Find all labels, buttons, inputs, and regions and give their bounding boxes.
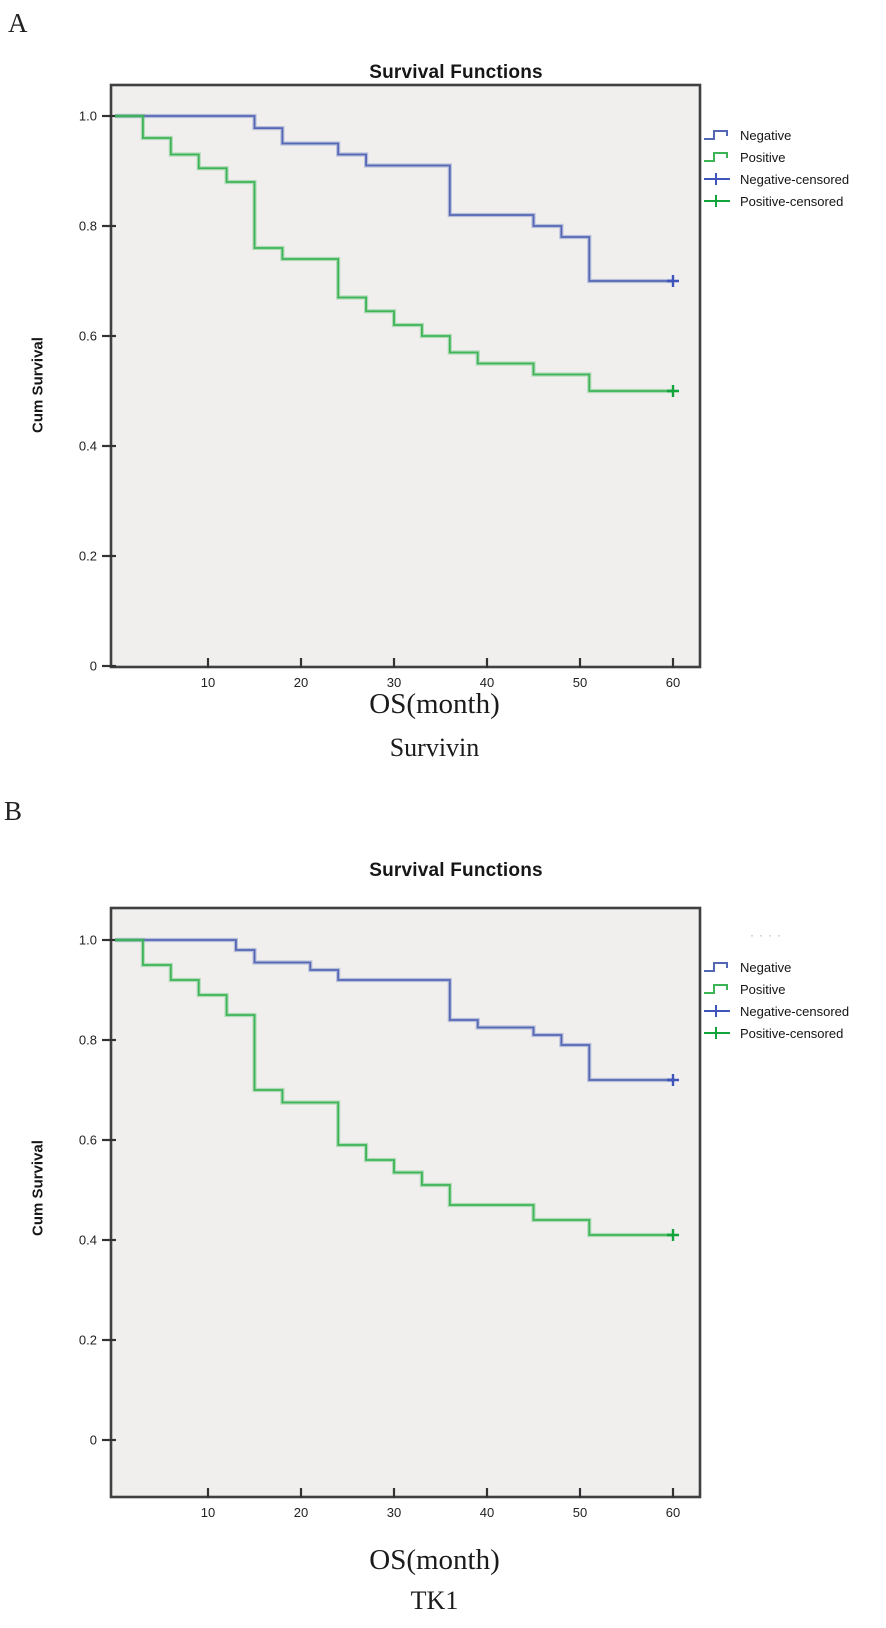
legend-item-negative: Negative: [703, 124, 883, 146]
svg-text:1.0: 1.0: [79, 109, 97, 124]
svg-text:60: 60: [666, 675, 680, 690]
svg-text:60: 60: [666, 1505, 680, 1520]
svg-text:40: 40: [480, 1505, 494, 1520]
svg-text:30: 30: [387, 1505, 401, 1520]
positive-line-icon: [704, 152, 728, 162]
y-axis-title-b: Cum Survival: [29, 1140, 47, 1236]
legend-item-negative-censored: Negative-censored: [703, 1000, 883, 1022]
svg-text:10: 10: [201, 675, 215, 690]
svg-text:0.8: 0.8: [79, 1033, 97, 1048]
legend-label: Positive-censored: [740, 193, 844, 209]
legend-label: Positive-censored: [740, 1025, 844, 1041]
svg-text:50: 50: [573, 1505, 587, 1520]
negative-censored-marker-icon: [704, 1005, 730, 1017]
chart-title-a: Survival Functions: [369, 61, 543, 83]
svg-text:20: 20: [294, 1505, 308, 1520]
survival-plot-survivin: 1.0 0.8 0.6 0.4 0.2 0 10 20 30 40 50 60: [79, 83, 702, 690]
negative-line-icon: [704, 130, 728, 140]
positive-censored-marker-icon: [704, 1027, 730, 1039]
legend-item-negative-censored: Negative-censored: [703, 168, 883, 190]
positive-line-icon: [704, 984, 728, 994]
legend-b: Negative Positive Negative-censored Posi…: [703, 956, 883, 1044]
chart-subtitle-tk1: TK1: [410, 1586, 459, 1615]
legend-item-positive-censored: Positive-censored: [703, 1022, 883, 1044]
negative-line-icon: [704, 962, 728, 972]
svg-text:0: 0: [90, 659, 97, 674]
legend-label: Negative: [740, 959, 792, 975]
panel-label-a: A: [8, 8, 28, 38]
svg-text:0.6: 0.6: [79, 329, 97, 344]
positive-censored-marker-icon: [704, 195, 730, 207]
x-axis-title-b: OS(month): [369, 1544, 500, 1576]
legend-item-negative: Negative: [703, 956, 883, 978]
legend-label: Negative-censored: [740, 171, 850, 187]
svg-text:1.0: 1.0: [79, 933, 97, 948]
svg-text:0: 0: [90, 1433, 97, 1448]
legend-item-positive: Positive: [703, 146, 883, 168]
legend-a: Negative Positive Negative-censored Posi…: [703, 124, 883, 212]
legend-label: Positive: [740, 981, 786, 997]
svg-text:0.8: 0.8: [79, 219, 97, 234]
legend-label: Negative-censored: [740, 1003, 850, 1019]
survival-plot-tk1: 1.0 0.8 0.6 0.4 0.2 0 10 20 30 40 50 60: [79, 906, 702, 1520]
legend-label: Positive: [740, 149, 786, 165]
panel-label-b: B: [4, 796, 23, 826]
x-axis-title-a: OS(month): [369, 688, 500, 720]
svg-text:0.2: 0.2: [79, 1333, 97, 1348]
legend-artifact-dots: ····: [750, 928, 786, 942]
legend-item-positive: Positive: [703, 978, 883, 1000]
legend-item-positive-censored: Positive-censored: [703, 190, 883, 212]
svg-text:0.2: 0.2: [79, 549, 97, 564]
svg-text:30: 30: [387, 675, 401, 690]
svg-text:0.6: 0.6: [79, 1133, 97, 1148]
legend-label: Negative: [740, 127, 792, 143]
chart-subtitle-survivin: Survivin: [389, 733, 480, 762]
chart-title-b: Survival Functions: [369, 859, 543, 881]
svg-text:0.4: 0.4: [79, 439, 97, 454]
svg-text:40: 40: [480, 675, 494, 690]
svg-text:10: 10: [201, 1505, 215, 1520]
svg-text:20: 20: [294, 675, 308, 690]
y-axis-title-a: Cum Survival: [29, 337, 47, 433]
negative-censored-marker-icon: [704, 173, 730, 185]
svg-text:50: 50: [573, 675, 587, 690]
svg-text:0.4: 0.4: [79, 1233, 97, 1248]
